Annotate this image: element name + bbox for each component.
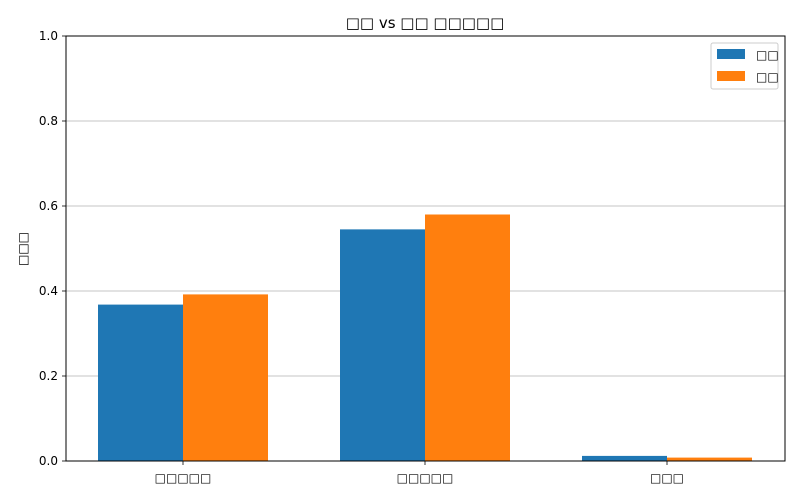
x-ticks: □□□□□ □□□□□ □□□ [155,461,684,485]
y-axis-label: □□□ [16,232,30,266]
bar-series-1-cat-2 [340,229,425,461]
x-tick-label: □□□□□ [397,471,454,485]
bar-series-2-cat-2 [425,214,510,461]
legend: □□ □□ [710,42,779,90]
plot-area-border [65,35,786,462]
y-tick-label: 0.6 [39,199,58,213]
x-tick-label: □□□ [650,471,684,485]
legend-label-series-1: □□ [756,48,779,62]
y-tick-label: 1.0 [39,29,58,43]
y-tick-label: 0.2 [39,369,58,383]
bar-series-2-cat-1 [183,294,268,461]
bar-series-2-cat-3 [667,457,752,461]
axes-frame [65,35,786,462]
y-ticks: 0.0 0.2 0.4 0.6 0.8 1.0 [39,29,66,468]
chart-title: □□ vs □□ □□□□□ [346,14,505,32]
y-tick-label: 0.4 [39,284,58,298]
bar-series-1-cat-1 [98,304,183,461]
y-tick-label: 0.8 [39,114,58,128]
legend-swatch-series-2 [717,71,745,81]
y-tick-label: 0.0 [39,454,58,468]
bars-layer [98,214,752,461]
x-tick-label: □□□□□ [155,471,212,485]
legend-label-series-2: □□ [756,70,779,84]
legend-swatch-series-1 [717,49,745,59]
bar-series-1-cat-3 [582,455,667,461]
